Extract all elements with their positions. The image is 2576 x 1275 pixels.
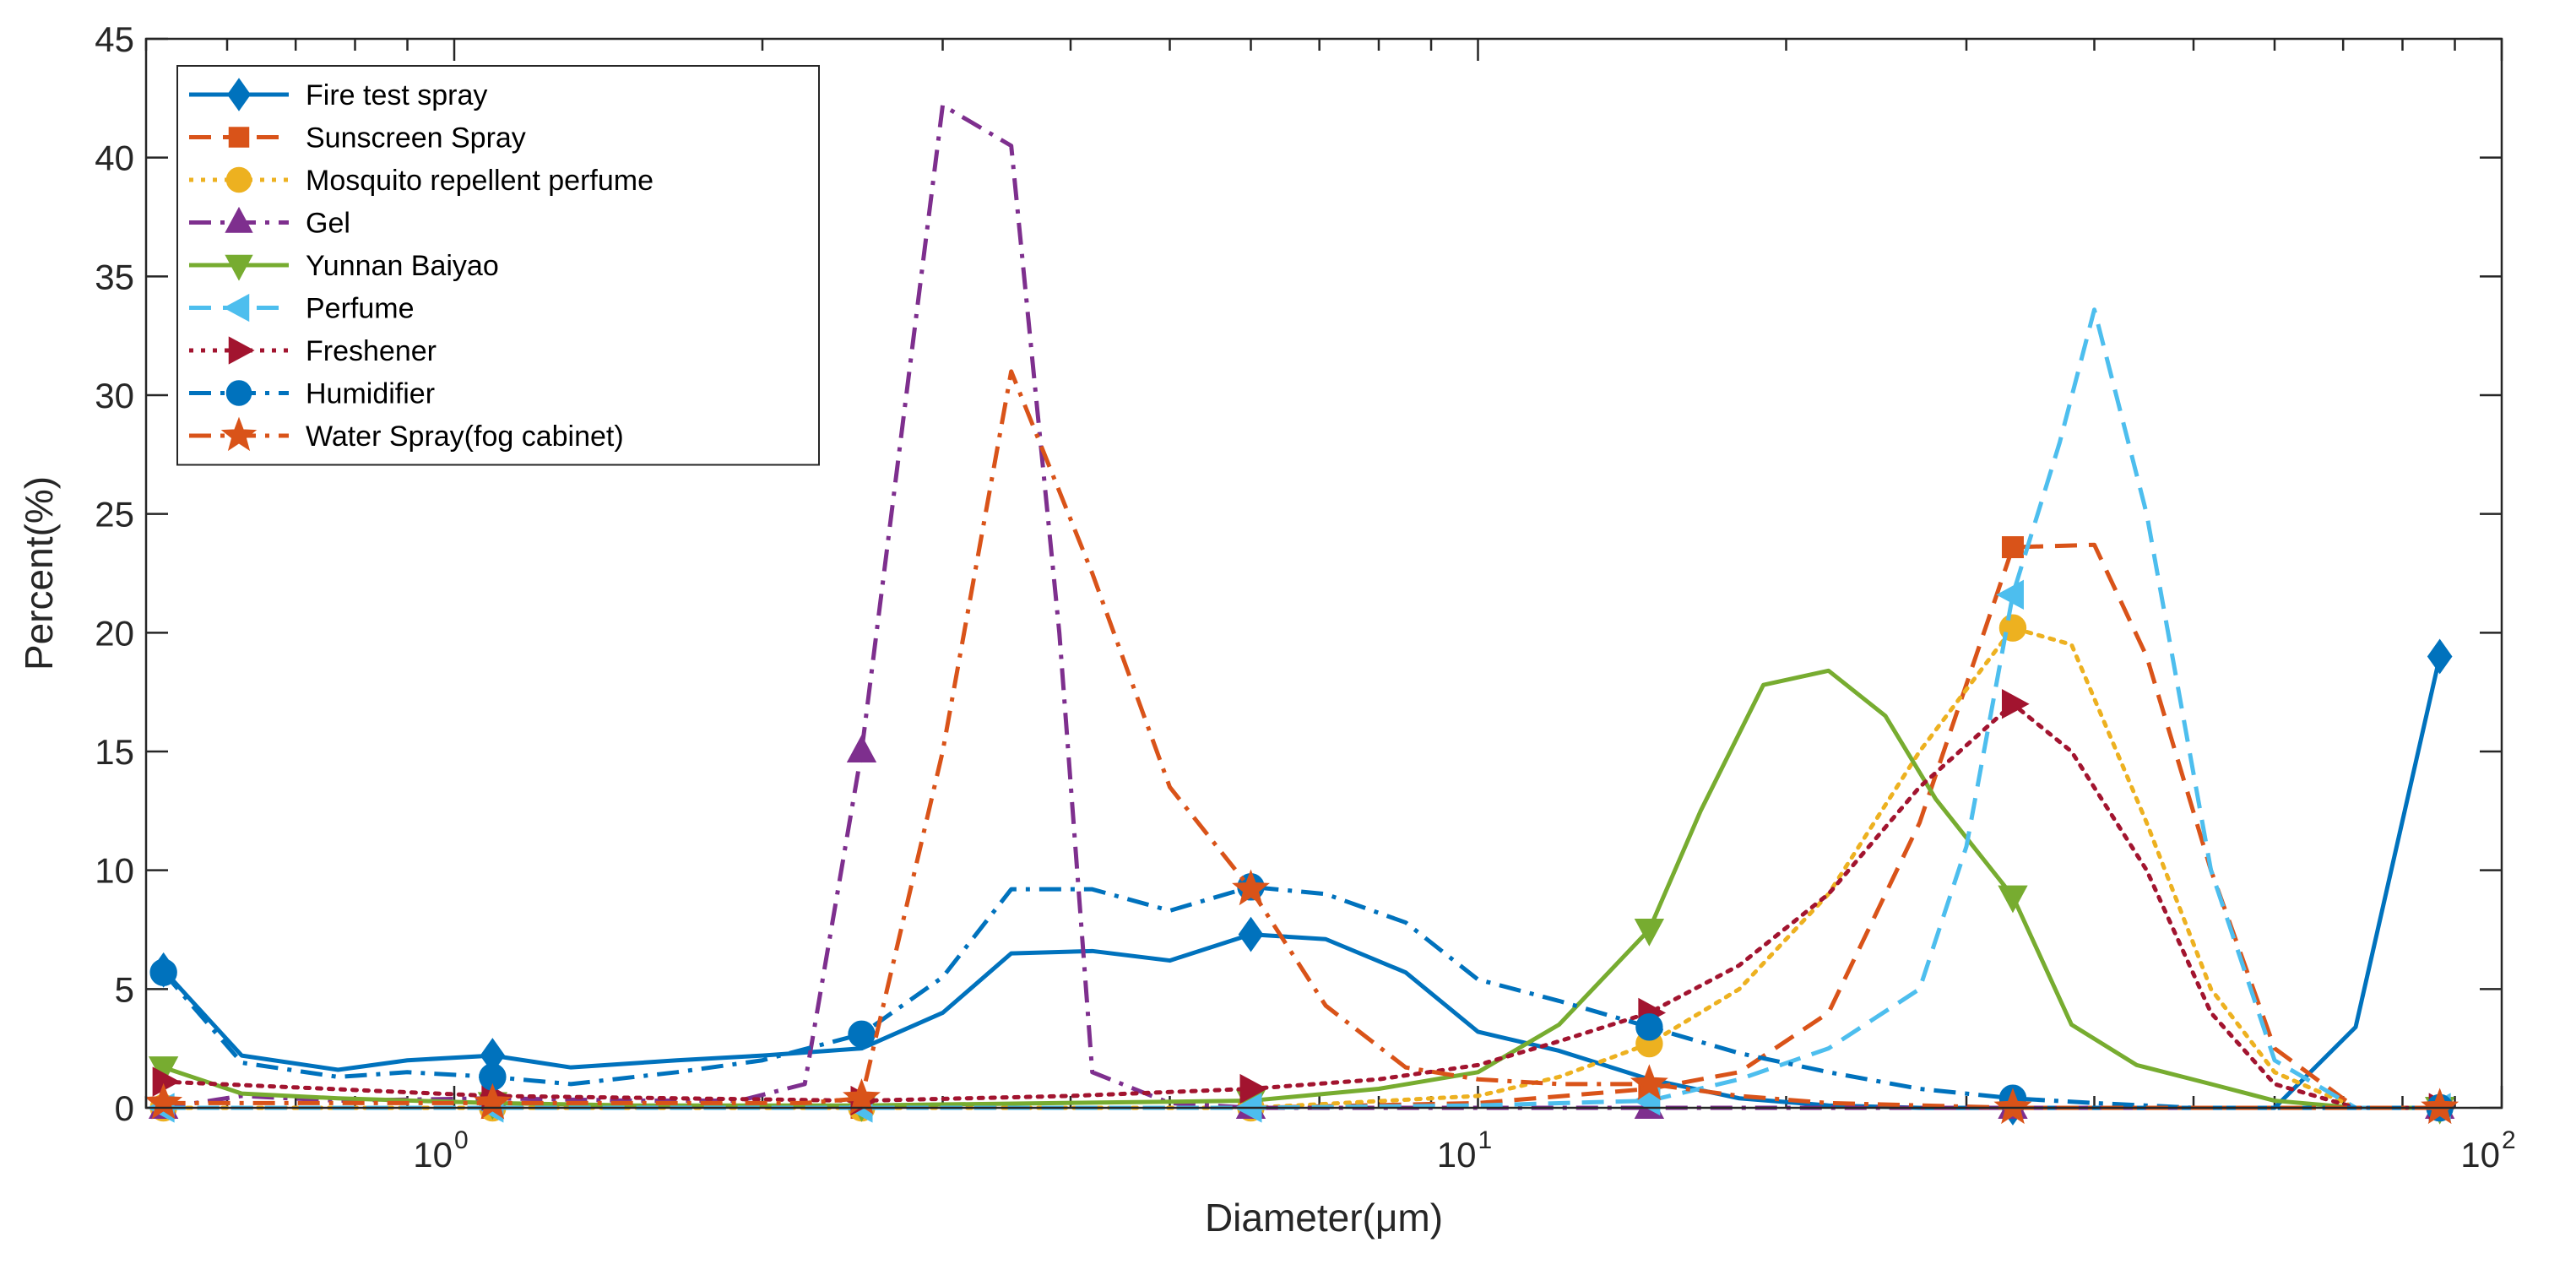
y-tick-label: 25	[95, 495, 134, 534]
legend-item: Humidifier	[189, 378, 435, 410]
legend-item: Freshener	[189, 335, 437, 367]
legend-item: Mosquito repellent perfume	[189, 165, 653, 197]
x-tick-labels: 10 0 10 1 10 2	[413, 1126, 2515, 1175]
series-marker	[149, 958, 177, 986]
legend-label: Yunnan Baiyao	[306, 250, 499, 282]
series-line	[161, 702, 2443, 1110]
y-tick-label: 45	[95, 19, 134, 59]
x-axis-title: Diameter(μm)	[1205, 1196, 1443, 1240]
y-axis-title: Percent(%)	[17, 476, 61, 670]
legend-marker	[228, 127, 250, 148]
legend-marker	[228, 336, 255, 365]
y-tick-label: 30	[95, 376, 134, 415]
series-marker	[144, 1082, 183, 1120]
x-tick-label-base: 10	[2460, 1135, 2500, 1175]
legend-item: Yunnan Baiyao	[189, 250, 499, 282]
series-marker	[1993, 1088, 2032, 1125]
legend-item: Fire test spray	[189, 78, 487, 111]
series-marker	[848, 1020, 876, 1048]
series-marker	[473, 1082, 512, 1120]
series-marker	[2421, 1088, 2459, 1125]
y-tick-label: 35	[95, 257, 134, 296]
legend-marker	[225, 166, 252, 193]
legend-marker	[225, 380, 252, 406]
legend-label: Water Spray(fog cabinet)	[306, 420, 624, 453]
legend-label: Gel	[306, 208, 350, 240]
legend-item: Water Spray(fog cabinet)	[189, 416, 624, 453]
series-marker	[1634, 919, 1665, 947]
series-line	[161, 884, 2440, 1110]
y-tick-label: 0	[115, 1088, 134, 1128]
series-marker	[1239, 1073, 1268, 1104]
legend-marker	[225, 206, 253, 233]
y-tick-label: 40	[95, 138, 134, 178]
x-tick-label-base: 10	[413, 1135, 453, 1175]
legend-marker	[227, 78, 251, 111]
series-water-spray-fog-cabinet	[144, 369, 2459, 1125]
legend: Fire test spray Sunscreen Spray Mosquito r…	[176, 65, 820, 466]
series-marker	[843, 1078, 881, 1115]
series-marker	[1635, 1013, 1663, 1041]
series-marker	[1238, 916, 1264, 952]
legend-marker	[225, 254, 253, 281]
series-marker	[1232, 869, 1270, 906]
x-tick-label-exponent: 0	[454, 1126, 469, 1154]
y-tick-label: 15	[95, 732, 134, 772]
x-tick-label-exponent: 1	[1478, 1126, 1492, 1154]
y-tick-labels: 0 5 10 15 20 25 30 35 40 45	[95, 19, 134, 1128]
legend-item: Gel	[189, 206, 350, 240]
series-marker	[2001, 689, 2030, 719]
series-layer	[144, 103, 2459, 1126]
legend-label: Fire test spray	[306, 79, 487, 111]
legend-label: Humidifier	[306, 378, 435, 410]
series-line	[162, 668, 2440, 1110]
y-tick-label: 20	[95, 613, 134, 653]
series-marker	[2001, 536, 2024, 559]
legend-label: Sunscreen Spray	[306, 122, 526, 155]
series-marker	[2427, 638, 2453, 675]
x-tick-label-base: 10	[1437, 1135, 1477, 1175]
legend-item: Perfume	[189, 293, 415, 325]
series-marker	[1630, 1064, 1668, 1100]
legend-label: Mosquito repellent perfume	[306, 165, 653, 197]
legend-marker	[220, 416, 258, 452]
legend-item: Sunscreen Spray	[189, 122, 526, 155]
series-marker	[1998, 885, 2028, 914]
x-tick-label-exponent: 2	[2502, 1126, 2516, 1154]
y-tick-label: 10	[95, 851, 134, 891]
legend-label: Freshener	[306, 335, 437, 367]
series-marker	[1996, 579, 2024, 610]
plot-frame	[144, 37, 2503, 1110]
series-marker	[846, 735, 877, 762]
y-tick-label: 5	[115, 969, 134, 1009]
legend-label: Perfume	[306, 293, 415, 325]
legend-marker	[223, 293, 250, 323]
series-marker	[152, 1066, 181, 1097]
